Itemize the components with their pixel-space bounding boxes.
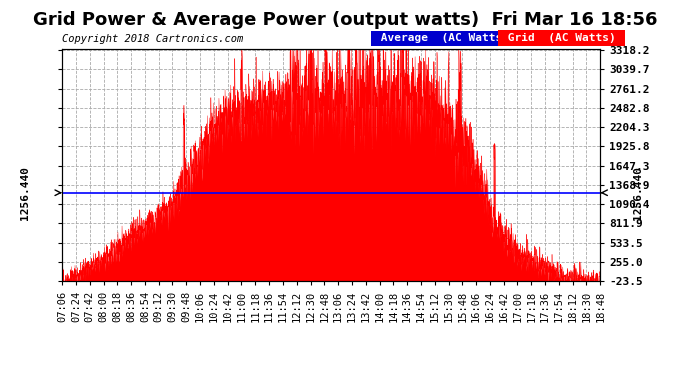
Text: Grid  (AC Watts): Grid (AC Watts) [501, 33, 622, 43]
Text: 1256.440: 1256.440 [633, 166, 642, 220]
Text: Grid Power & Average Power (output watts)  Fri Mar 16 18:56: Grid Power & Average Power (output watts… [32, 11, 658, 29]
Text: 1256.440: 1256.440 [20, 166, 30, 220]
Text: Average  (AC Watts): Average (AC Watts) [374, 33, 516, 43]
Text: Copyright 2018 Cartronics.com: Copyright 2018 Cartronics.com [62, 34, 244, 44]
